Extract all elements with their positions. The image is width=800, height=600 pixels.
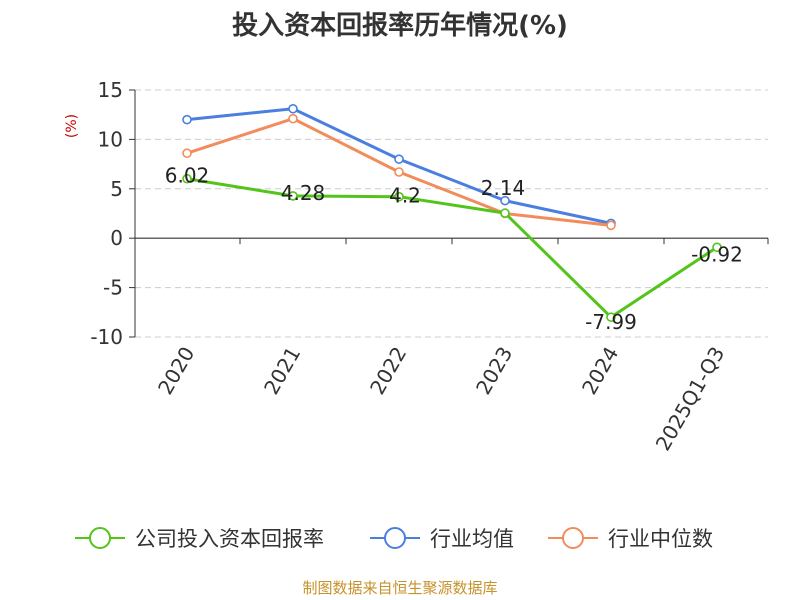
legend-label: 公司投入资本回报率 bbox=[135, 527, 324, 551]
legend-label: 行业中位数 bbox=[608, 527, 713, 551]
x-tick-label: 2025Q1-Q3 bbox=[651, 343, 730, 455]
data-point bbox=[182, 173, 192, 184]
legend: 公司投入资本回报率 行业均值 行业中位数 bbox=[75, 527, 713, 551]
data-point bbox=[500, 208, 510, 218]
data-point bbox=[606, 312, 616, 322]
chart-title: 投入资本回报率历年情况(%) bbox=[232, 10, 568, 41]
data-point bbox=[182, 114, 192, 125]
y-tick-label: 5 bbox=[110, 177, 123, 201]
x-tick-label: 2023 bbox=[471, 343, 517, 399]
series-line bbox=[186, 177, 718, 319]
data-point bbox=[500, 195, 510, 206]
legend-marker bbox=[384, 527, 406, 549]
series-group bbox=[182, 103, 722, 322]
x-tick-label: 2020 bbox=[153, 343, 199, 399]
source-note: 制图数据来自恒生聚源数据库 bbox=[302, 579, 497, 597]
data-point bbox=[394, 191, 404, 202]
y-tick-label: -5 bbox=[103, 276, 123, 300]
x-tick-label: 2024 bbox=[577, 343, 623, 399]
data-point bbox=[712, 242, 722, 253]
y-tick-label: 0 bbox=[110, 226, 123, 250]
legend-marker bbox=[562, 527, 584, 549]
data-label: 6.02 bbox=[165, 164, 210, 188]
legend-marker bbox=[89, 527, 111, 549]
data-point bbox=[182, 148, 192, 159]
data-labels: 6.02 4.28 4.2 2.14 -7.99 -0.92 bbox=[165, 164, 743, 334]
data-point bbox=[606, 220, 616, 231]
axes bbox=[134, 90, 768, 337]
x-tick-label: 2021 bbox=[259, 343, 305, 399]
x-tick-label: 2022 bbox=[365, 343, 411, 399]
data-label: 4.2 bbox=[389, 184, 421, 208]
y-tick-label: 10 bbox=[98, 127, 123, 151]
data-point bbox=[394, 154, 404, 164]
grid bbox=[135, 89, 768, 338]
data-point bbox=[288, 191, 298, 201]
y-tick-label: -10 bbox=[90, 325, 123, 349]
x-ticks: 2020 2021 2022 2023 2024 2025Q1-Q3 bbox=[134, 238, 769, 455]
legend-label: 行业均值 bbox=[430, 527, 514, 551]
y-axis-label: (%) bbox=[64, 114, 80, 138]
data-point bbox=[394, 167, 404, 177]
y-ticks: 15 10 5 0 -5 -10 bbox=[90, 78, 135, 349]
data-label: -7.99 bbox=[585, 310, 637, 334]
data-point bbox=[288, 113, 298, 124]
data-label: 2.14 bbox=[481, 176, 526, 200]
data-point bbox=[288, 103, 298, 114]
data-label: -0.92 bbox=[691, 242, 743, 266]
y-tick-label: 15 bbox=[98, 78, 123, 102]
data-label: 4.28 bbox=[281, 181, 326, 205]
